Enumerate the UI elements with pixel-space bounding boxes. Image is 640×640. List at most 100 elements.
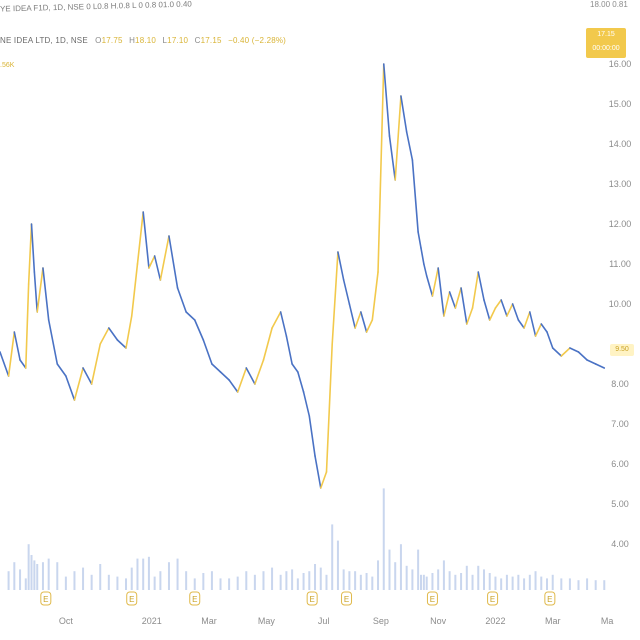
price-segment: [400, 95, 408, 133]
volume-bar: [193, 578, 196, 590]
y-tick-label: 7.00: [611, 419, 629, 429]
event-marker-label: E: [309, 595, 314, 604]
event-marker-box: [189, 591, 201, 606]
y-tick-label: 14.00: [609, 139, 632, 149]
price-segment: [471, 271, 480, 309]
price-segment: [125, 315, 133, 349]
price-segment: [297, 371, 305, 393]
earnings-event-icon[interactable]: E: [126, 591, 138, 606]
volume-bar: [142, 558, 145, 590]
y-axis: 16.00 15.00 14.00 13.00 12.00 11.00 10.00 8.00 7…: [609, 59, 632, 549]
event-marker-label: E: [547, 595, 552, 604]
price-segment: [388, 135, 397, 181]
volume-bar: [24, 578, 27, 590]
price-segment: [27, 223, 33, 285]
price-segment: [136, 211, 144, 265]
volume-bar: [437, 569, 440, 590]
top-price-label: 18.00 0.81: [590, 0, 628, 9]
volume-bar: [371, 576, 374, 590]
price-segment: [33, 271, 39, 313]
price-segment: [142, 211, 150, 269]
price-segment: [417, 231, 422, 249]
price-segment: [454, 287, 462, 309]
volume-bar: [540, 576, 543, 590]
earnings-event-icon[interactable]: E: [189, 591, 201, 606]
price-segment: [483, 299, 491, 321]
volume-bar: [107, 574, 110, 590]
volume-bar: [454, 574, 457, 590]
price-segment: [82, 367, 93, 385]
price-segment: [342, 279, 351, 305]
volume-bar: [30, 555, 33, 590]
price-segment: [371, 271, 379, 321]
event-marker-box: [487, 591, 499, 606]
volume-bar: [494, 576, 497, 590]
volume-bar: [314, 564, 317, 590]
volume-bar: [419, 574, 422, 590]
price-segment: [337, 251, 345, 281]
volume-bar: [517, 574, 520, 590]
price-segment: [443, 291, 451, 317]
volume-bar: [425, 576, 428, 590]
volume-bar: [116, 576, 119, 590]
price-segment: [594, 363, 606, 369]
price-segment: [254, 359, 265, 385]
volume-bar: [147, 556, 150, 590]
earnings-event-icon[interactable]: E: [426, 591, 438, 606]
price-series: [0, 63, 606, 489]
volume-bar: [488, 573, 491, 590]
event-marker-box: [40, 591, 52, 606]
event-marker-label: E: [344, 595, 349, 604]
earnings-event-icon[interactable]: E: [544, 591, 556, 606]
current-price-badge: 17.15 00:00:00: [586, 28, 626, 58]
price-segment: [116, 339, 127, 349]
volume-bar: [417, 549, 420, 590]
volume-bar: [448, 571, 451, 590]
earnings-event-icon[interactable]: E: [487, 591, 499, 606]
y-tick-label: 12.00: [609, 219, 632, 229]
x-tick-label: 2022: [485, 616, 505, 626]
volume-bar: [528, 574, 531, 590]
earnings-event-icon[interactable]: E: [306, 591, 318, 606]
volume-bar: [325, 574, 328, 590]
price-segment: [523, 311, 531, 329]
volume-bar: [523, 578, 526, 590]
price-segment: [517, 319, 525, 329]
volume-bar: [422, 574, 425, 590]
volume-bar: [262, 571, 265, 590]
volume-bars: [7, 488, 606, 590]
price-segment: [425, 275, 434, 297]
price-segment: [551, 347, 563, 357]
event-marker-label: E: [192, 595, 197, 604]
event-marker-box: [306, 591, 318, 606]
price-segment: [466, 307, 474, 325]
price-segment: [148, 255, 156, 269]
price-segment: [314, 455, 322, 489]
event-marker-label: E: [490, 595, 495, 604]
volume-bar: [153, 576, 156, 590]
y-tick-label: 4.00: [611, 539, 629, 549]
low-value: 17.10: [167, 36, 189, 45]
price-segment: [411, 159, 419, 233]
earnings-event-icon[interactable]: E: [341, 591, 353, 606]
volume-bar: [482, 569, 485, 590]
earnings-event-icon[interactable]: E: [40, 591, 52, 606]
volume-bar: [377, 560, 380, 590]
volume-bar: [228, 578, 231, 590]
price-segment: [193, 319, 205, 341]
x-tick-label: Sep: [373, 616, 389, 626]
volume-bar: [210, 571, 213, 590]
y-tick-label: 6.00: [611, 459, 629, 469]
price-segment: [331, 251, 339, 345]
current-price: 17.15: [597, 31, 615, 38]
event-marker-box: [341, 591, 353, 606]
x-tick-label: 2021: [142, 616, 162, 626]
price-segment: [308, 415, 316, 457]
price-segment: [448, 291, 457, 309]
volume-bar: [271, 567, 274, 590]
volume-bar: [394, 562, 397, 590]
price-segment: [534, 323, 543, 337]
